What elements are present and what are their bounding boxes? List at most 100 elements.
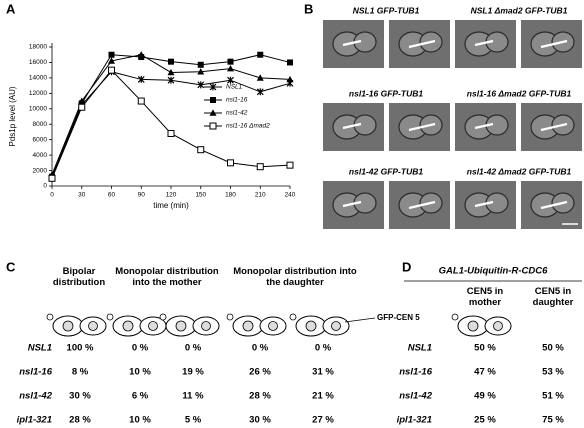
table-cell: 6 % bbox=[132, 391, 149, 402]
x-tick-label: 240 bbox=[285, 192, 296, 199]
nucleus bbox=[88, 321, 98, 331]
marker bbox=[167, 68, 175, 76]
marker bbox=[197, 81, 205, 89]
spindle bbox=[474, 39, 494, 47]
x-tick-label: 210 bbox=[255, 192, 266, 199]
marker bbox=[137, 51, 145, 58]
y-tick-label: 18000 bbox=[29, 44, 47, 51]
table-cell: 10 % bbox=[129, 415, 151, 426]
micrograph-title: nsl1-16 GFP-TUB1 bbox=[349, 88, 423, 98]
x-tick-label: 60 bbox=[108, 192, 116, 199]
spindle bbox=[540, 200, 568, 210]
nucleus bbox=[331, 321, 341, 331]
micrograph-title: nsl1-42 Δmad2 GFP-TUB1 bbox=[467, 166, 572, 176]
spindle bbox=[474, 200, 494, 208]
x-tick-label: 120 bbox=[166, 192, 177, 199]
marker bbox=[137, 97, 145, 105]
column-header: Monopolar distribution into the daughter bbox=[233, 266, 357, 288]
nucleus bbox=[175, 320, 187, 332]
spindle-pole bbox=[106, 313, 114, 321]
table-cell: 53 % bbox=[542, 367, 564, 378]
panel-label: D bbox=[402, 259, 411, 274]
marker bbox=[78, 97, 86, 104]
micrograph-title: NSL1 GFP-TUB1 bbox=[353, 5, 420, 15]
y-tick-label: 2000 bbox=[33, 167, 48, 174]
micrograph-title: nsl1-16 Δmad2 GFP-TUB1 bbox=[467, 88, 572, 98]
legend-marker bbox=[209, 109, 217, 116]
row-label: nsl1-42 bbox=[399, 391, 432, 402]
spindle-pole bbox=[46, 313, 54, 321]
y-tick-label: 12000 bbox=[29, 90, 47, 97]
marker bbox=[227, 76, 234, 84]
legend-label: NSL1 bbox=[226, 84, 243, 91]
micrograph-title: NSL1 Δmad2 GFP-TUB1 bbox=[471, 5, 568, 15]
legend-marker bbox=[209, 83, 217, 91]
table-cell: 0 % bbox=[185, 343, 202, 354]
spindle bbox=[474, 122, 494, 130]
spindle bbox=[342, 200, 362, 208]
marker bbox=[227, 58, 234, 65]
spindle-pole bbox=[226, 313, 234, 321]
row-label: ipl1-321 bbox=[17, 415, 52, 426]
table-cell: 10 % bbox=[129, 367, 151, 378]
spindle bbox=[342, 39, 362, 47]
nucleus bbox=[493, 321, 503, 331]
table-cell: 28 % bbox=[249, 391, 271, 402]
nucleus bbox=[148, 321, 158, 331]
nucleus bbox=[305, 320, 317, 332]
marker bbox=[227, 159, 234, 167]
nucleus bbox=[62, 320, 74, 332]
y-tick-label: 8000 bbox=[33, 121, 48, 128]
marker bbox=[167, 76, 175, 84]
marker bbox=[197, 61, 204, 68]
marker bbox=[108, 66, 115, 74]
table-cell: 31 % bbox=[312, 367, 334, 378]
marker bbox=[108, 57, 115, 64]
row-label: NSL1 bbox=[408, 343, 432, 354]
row-label: nsl1-16 bbox=[19, 367, 52, 378]
probe-pointer bbox=[344, 317, 376, 323]
marker bbox=[137, 75, 145, 83]
marker bbox=[197, 146, 205, 154]
marker bbox=[256, 88, 264, 96]
x-tick-label: 0 bbox=[50, 192, 54, 199]
y-tick-label: 6000 bbox=[33, 136, 48, 143]
table-cell: 28 % bbox=[69, 415, 91, 426]
table-cell: 5 % bbox=[185, 415, 202, 426]
spindle bbox=[540, 122, 568, 132]
panel-label: A bbox=[6, 1, 16, 16]
table-cell: 47 % bbox=[474, 367, 496, 378]
marker bbox=[287, 59, 293, 66]
y-tick-label: 4000 bbox=[33, 152, 48, 159]
marker bbox=[48, 174, 56, 182]
legend-label: nsl1-16 Δmad2 bbox=[226, 123, 270, 130]
y-tick-label: 10000 bbox=[29, 105, 47, 112]
marker bbox=[168, 58, 174, 65]
nucleus bbox=[201, 321, 211, 331]
table-cell: 27 % bbox=[312, 415, 334, 426]
column-header: Monopolar distribution into the mother bbox=[115, 266, 219, 288]
table-cell: 30 % bbox=[249, 415, 271, 426]
y-tick-label: 0 bbox=[43, 183, 47, 190]
legend-marker bbox=[209, 122, 217, 130]
panel-label: B bbox=[304, 1, 313, 16]
table-cell: 11 % bbox=[182, 391, 204, 402]
legend-marker bbox=[210, 97, 216, 103]
spindle-pole bbox=[451, 313, 459, 321]
spindle-pole bbox=[159, 313, 167, 321]
marker bbox=[167, 129, 175, 137]
table-cell: 0 % bbox=[252, 343, 269, 354]
table-cell: 26 % bbox=[249, 367, 271, 378]
nucleus bbox=[467, 320, 479, 332]
probe-label: GFP-CEN 5 bbox=[377, 313, 420, 322]
marker bbox=[286, 161, 294, 169]
column-header: CEN5 in daughter bbox=[532, 286, 574, 308]
x-tick-label: 30 bbox=[78, 192, 86, 199]
marker bbox=[78, 103, 86, 111]
y-axis-title: Pds1p level (AU) bbox=[8, 86, 17, 146]
x-tick-label: 180 bbox=[225, 192, 236, 199]
table-cell: 100 % bbox=[67, 343, 94, 354]
table-cell: 21 % bbox=[312, 391, 334, 402]
